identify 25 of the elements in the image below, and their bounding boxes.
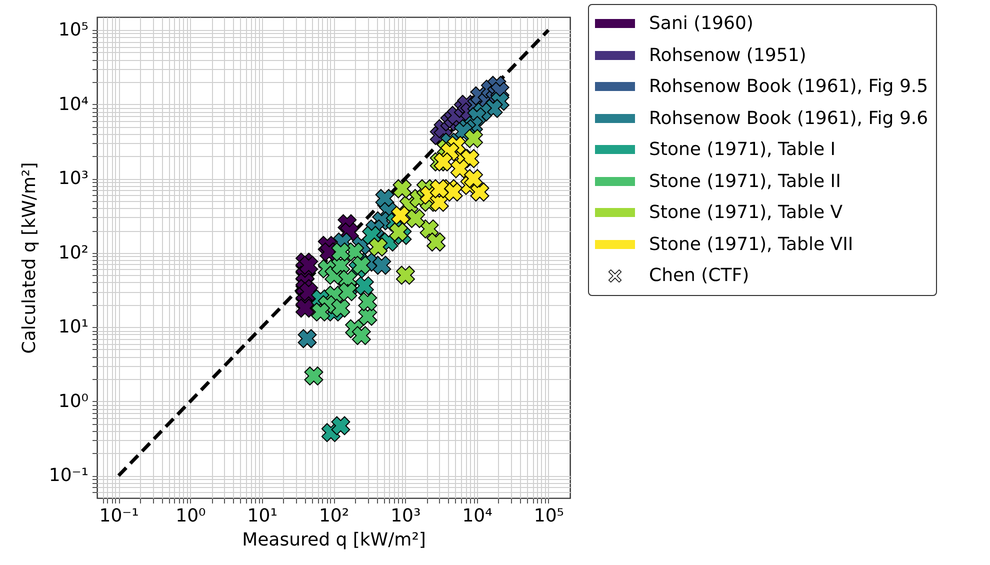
y-axis-title: Calculated q [kW/m²]: [18, 162, 40, 354]
x-tick-label: 10²: [318, 506, 350, 526]
legend-label: Stone (1971), Table I: [649, 139, 836, 160]
legend-label: Sani (1960): [649, 13, 754, 34]
y-tick-label: 10³: [58, 168, 88, 190]
legend-label: Rohsenow Book (1961), Fig 9.6: [649, 108, 928, 129]
x-tick-label: 10⁴: [462, 506, 492, 526]
x-tick-label: 10⁻¹: [99, 506, 139, 526]
y-tick-label: 10⁻¹: [48, 465, 88, 486]
legend-label: Stone (1971), Table V: [649, 202, 843, 224]
legend-label: Stone (1971), Table VII: [649, 234, 854, 255]
legend-label: Chen (CTF): [649, 265, 750, 286]
legend-label: Rohsenow (1951): [649, 44, 806, 66]
y-tick-label: 10⁴: [58, 94, 88, 115]
y-tick-label: 10²: [58, 242, 88, 264]
x-tick-label: 10³: [390, 506, 421, 526]
y-tick-label: 10¹: [58, 316, 88, 338]
legend-label: Rohsenow Book (1961), Fig 9.5: [649, 76, 928, 98]
x-tick-label: 10¹: [247, 506, 278, 526]
x-axis-title: Measured q [kW/m²]: [242, 530, 426, 550]
x-tick-label: 10⁰: [176, 506, 206, 526]
x-tick-label: 10⁵: [534, 506, 564, 526]
legend-label: Stone (1971), Table II: [649, 170, 841, 192]
y-tick-label: 10⁰: [58, 390, 88, 412]
y-tick-label: 10⁵: [58, 20, 88, 41]
